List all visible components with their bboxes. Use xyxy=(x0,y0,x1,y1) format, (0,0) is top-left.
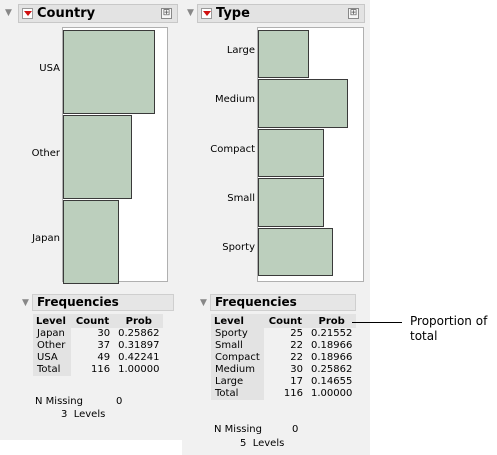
bar-japan[interactable] xyxy=(63,200,120,284)
type-frequencies-header: Frequencies xyxy=(210,294,356,311)
prob-cell: 0.25862 xyxy=(118,328,160,339)
bar-medium[interactable] xyxy=(258,79,348,128)
country-levels-text: 3 Levels xyxy=(61,409,106,420)
bar-large[interactable] xyxy=(258,30,309,79)
level-cell: USA xyxy=(33,352,71,364)
type-frequencies-table: Level Count Prob Sporty 25 0.21552 Small 22 0… xyxy=(211,314,357,400)
level-cell: Japan xyxy=(33,328,71,340)
country-header: Country ⊞ xyxy=(18,4,178,23)
prob-cell: 0.18966 xyxy=(310,352,353,363)
level-cell: Total xyxy=(33,364,71,376)
type-header: Type ⊞ xyxy=(197,4,365,23)
count-cell: 25 xyxy=(290,328,303,339)
category-label: Other xyxy=(31,147,60,159)
type-frequencies-disclosure-icon[interactable]: ▼ xyxy=(200,298,207,308)
column-header: Prob xyxy=(114,314,164,328)
level-cell: Medium xyxy=(211,364,264,376)
prob-cell: 0.18966 xyxy=(310,340,353,351)
level-cell: Small xyxy=(211,340,264,352)
prob-cell: 0.31897 xyxy=(118,340,160,351)
column-header: Count xyxy=(70,314,115,328)
country-grip-icon[interactable]: ⊞ xyxy=(161,8,172,19)
table-row: Large 17 0.14655 xyxy=(211,376,356,388)
prob-cell: 0.25862 xyxy=(310,364,353,375)
prob-cell: 1.00000 xyxy=(118,364,160,375)
country-disclosure-icon[interactable]: ▼ xyxy=(5,8,12,18)
bar-sporty[interactable] xyxy=(258,227,333,276)
category-label: Sporty xyxy=(222,242,255,254)
table-row: Sporty 25 0.21552 xyxy=(211,328,356,340)
country-title: Country xyxy=(37,6,96,21)
bar-other[interactable] xyxy=(63,115,133,199)
column-header: Count xyxy=(263,314,307,328)
country-frequencies-header: Frequencies xyxy=(32,294,174,311)
count-cell: 17 xyxy=(290,376,303,387)
type-n-missing-label: N Missing xyxy=(214,424,262,435)
level-cell: Total xyxy=(211,388,264,400)
count-cell: 49 xyxy=(97,352,111,363)
type-grip-icon[interactable]: ⊞ xyxy=(348,8,359,19)
country-plot xyxy=(62,27,168,284)
category-label: Japan xyxy=(32,232,60,244)
prob-cell: 0.42241 xyxy=(118,352,160,363)
table-row: Total 116 1.00000 xyxy=(211,388,356,400)
type-title: Type xyxy=(216,6,250,21)
country-red-triangle-icon[interactable] xyxy=(22,8,33,19)
country-n-missing-label: N Missing xyxy=(35,396,83,407)
table-row: Total 116 1.00000 xyxy=(33,364,163,376)
country-frequencies-disclosure-icon[interactable]: ▼ xyxy=(22,298,29,308)
count-cell: 116 xyxy=(91,364,111,375)
type-disclosure-icon[interactable]: ▼ xyxy=(187,8,194,18)
count-cell: 30 xyxy=(97,328,111,339)
annotation-line-2: total xyxy=(410,329,438,343)
level-cell: Other xyxy=(33,340,71,352)
country-n-missing-value: 0 xyxy=(116,396,123,407)
table-row: Other 37 0.31897 xyxy=(33,340,163,352)
category-label: Compact xyxy=(210,143,255,155)
category-label: Large xyxy=(226,44,255,56)
type-n-missing-value: 0 xyxy=(292,424,299,435)
bar-compact[interactable] xyxy=(258,128,324,178)
count-cell: 37 xyxy=(97,340,111,351)
level-cell: Large xyxy=(211,376,264,388)
prob-column-header: Prob xyxy=(306,314,357,328)
column-header: Level xyxy=(33,314,71,328)
category-label: Medium xyxy=(215,94,255,106)
count-cell: 22 xyxy=(290,340,303,351)
count-cell: 30 xyxy=(290,364,303,375)
table-row: Small 22 0.18966 xyxy=(211,340,356,352)
annotation-text: Proportion of total xyxy=(410,314,487,344)
type-levels-text: 5 Levels xyxy=(240,438,285,449)
table-row: Compact 22 0.18966 xyxy=(211,352,356,364)
column-header: Level xyxy=(211,314,264,328)
prob-cell: 0.21552 xyxy=(310,328,353,339)
country-frequencies-table: Level Count Prob Japan 30 0.25862 Other 37 0.… xyxy=(33,314,164,376)
count-cell: 116 xyxy=(283,388,303,399)
table-row: USA 49 0.42241 xyxy=(33,352,163,364)
type-red-triangle-icon[interactable] xyxy=(201,8,212,19)
bar-small[interactable] xyxy=(258,178,324,227)
bar-usa[interactable] xyxy=(63,30,155,114)
prob-cell: 0.14655 xyxy=(310,376,353,387)
annotation-line-1: Proportion of xyxy=(410,314,488,328)
level-cell: Compact xyxy=(211,352,264,364)
table-row: Japan 30 0.25862 xyxy=(33,328,163,340)
count-cell: 22 xyxy=(290,352,303,363)
type-plot xyxy=(257,27,364,282)
table-row: Medium 30 0.25862 xyxy=(211,364,356,376)
annotation-leader-line xyxy=(352,322,402,323)
level-cell: Sporty xyxy=(211,328,264,340)
category-label: Small xyxy=(227,192,255,204)
prob-cell: 1.00000 xyxy=(310,388,353,399)
category-label: USA xyxy=(39,62,60,74)
